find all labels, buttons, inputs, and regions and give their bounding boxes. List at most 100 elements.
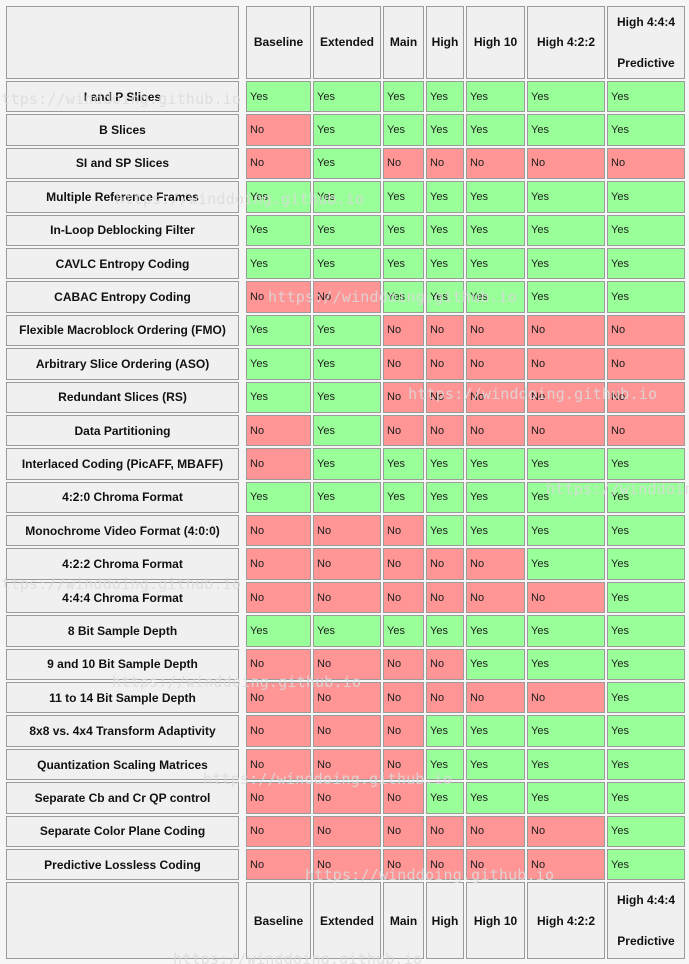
column-gap	[241, 81, 244, 112]
value-cell: Yes	[426, 481, 464, 514]
footer-column-header: Baseline	[246, 882, 311, 960]
column-header: High 4:2:2	[527, 6, 605, 79]
value-cell: No	[246, 682, 311, 714]
footer-column-header: High	[426, 882, 464, 960]
value-cell: No	[246, 515, 311, 547]
feature-label: CAVLC Entropy Coding	[6, 247, 239, 280]
value-cell: Yes	[527, 648, 605, 681]
value-cell: No	[313, 648, 381, 681]
value-cell: Yes	[426, 615, 464, 647]
value-cell: No	[313, 682, 381, 714]
column-gap	[241, 281, 244, 312]
value-cell: Yes	[607, 281, 685, 313]
value-cell: No	[466, 682, 525, 714]
feature-label: 8x8 vs. 4x4 Transform Adaptivity	[6, 715, 239, 747]
value-cell: No	[383, 548, 424, 580]
feature-label: I and P Slices	[6, 81, 239, 113]
value-cell: No	[466, 548, 525, 580]
value-cell: Yes	[313, 214, 381, 246]
column-gap	[241, 382, 244, 413]
value-cell: Yes	[527, 615, 605, 647]
value-cell: No	[246, 848, 311, 881]
column-gap	[241, 582, 244, 613]
value-cell: No	[527, 848, 605, 881]
column-gap	[241, 215, 244, 246]
column-gap	[241, 348, 244, 379]
value-cell: Yes	[383, 615, 424, 647]
feature-label: Redundant Slices (RS)	[6, 381, 239, 413]
value-cell: No	[383, 314, 424, 347]
value-cell: Yes	[426, 782, 464, 814]
feature-label: Multiple Reference Frames	[6, 181, 239, 213]
feature-label: Separate Color Plane Coding	[6, 815, 239, 847]
feature-label: 4:4:4 Chroma Format	[6, 581, 239, 614]
value-cell: No	[383, 581, 424, 614]
value-cell: No	[607, 414, 685, 447]
value-cell: No	[313, 715, 381, 747]
column-header: Baseline	[246, 6, 311, 79]
value-cell: No	[527, 581, 605, 614]
value-cell: Yes	[527, 448, 605, 480]
value-cell: No	[246, 147, 311, 180]
feature-label: B Slices	[6, 114, 239, 146]
value-cell: Yes	[383, 448, 424, 480]
value-cell: Yes	[246, 81, 311, 113]
value-cell: Yes	[246, 247, 311, 280]
footer-column-header: Main	[383, 882, 424, 960]
value-cell: Yes	[607, 782, 685, 814]
column-header: Main	[383, 6, 424, 79]
column-gap	[241, 649, 244, 680]
value-cell: Yes	[426, 515, 464, 547]
value-cell: No	[383, 782, 424, 814]
value-cell: Yes	[383, 114, 424, 146]
value-cell: Yes	[607, 481, 685, 514]
value-cell: Yes	[426, 247, 464, 280]
column-header: High 10	[466, 6, 525, 79]
footer-corner-cell	[6, 882, 239, 960]
column-gap	[241, 148, 244, 179]
value-cell: No	[607, 147, 685, 180]
value-cell: Yes	[527, 114, 605, 146]
column-gap	[241, 849, 244, 880]
value-cell: No	[383, 682, 424, 714]
value-cell: Yes	[607, 548, 685, 580]
value-cell: No	[383, 748, 424, 781]
value-cell: Yes	[527, 481, 605, 514]
feature-label: Arbitrary Slice Ordering (ASO)	[6, 348, 239, 380]
footer-column-header: High 10	[466, 882, 525, 960]
value-cell: Yes	[246, 615, 311, 647]
feature-label: Predictive Lossless Coding	[6, 848, 239, 881]
column-header: High	[426, 6, 464, 79]
value-cell: Yes	[383, 481, 424, 514]
value-cell: No	[383, 414, 424, 447]
column-gap	[241, 315, 244, 346]
value-cell: Yes	[527, 515, 605, 547]
value-cell: Yes	[426, 448, 464, 480]
value-cell: Yes	[426, 214, 464, 246]
value-cell: Yes	[313, 247, 381, 280]
value-cell: Yes	[466, 481, 525, 514]
value-cell: Yes	[466, 214, 525, 246]
feature-label: Separate Cb and Cr QP control	[6, 782, 239, 814]
value-cell: No	[246, 715, 311, 747]
value-cell: Yes	[246, 381, 311, 413]
value-cell: No	[383, 381, 424, 413]
value-cell: Yes	[607, 181, 685, 213]
column-gap	[241, 181, 244, 212]
feature-label: Flexible Macroblock Ordering (FMO)	[6, 314, 239, 347]
feature-label: 9 and 10 Bit Sample Depth	[6, 648, 239, 681]
value-cell: Yes	[383, 81, 424, 113]
value-cell: No	[246, 114, 311, 146]
value-cell: Yes	[383, 181, 424, 213]
value-cell: Yes	[383, 281, 424, 313]
value-cell: Yes	[607, 648, 685, 681]
value-cell: Yes	[246, 348, 311, 380]
feature-label: 4:2:0 Chroma Format	[6, 481, 239, 514]
value-cell: Yes	[313, 381, 381, 413]
column-gap	[241, 248, 244, 279]
value-cell: Yes	[527, 715, 605, 747]
value-cell: No	[607, 381, 685, 413]
value-cell: No	[426, 381, 464, 413]
value-cell: Yes	[607, 581, 685, 614]
